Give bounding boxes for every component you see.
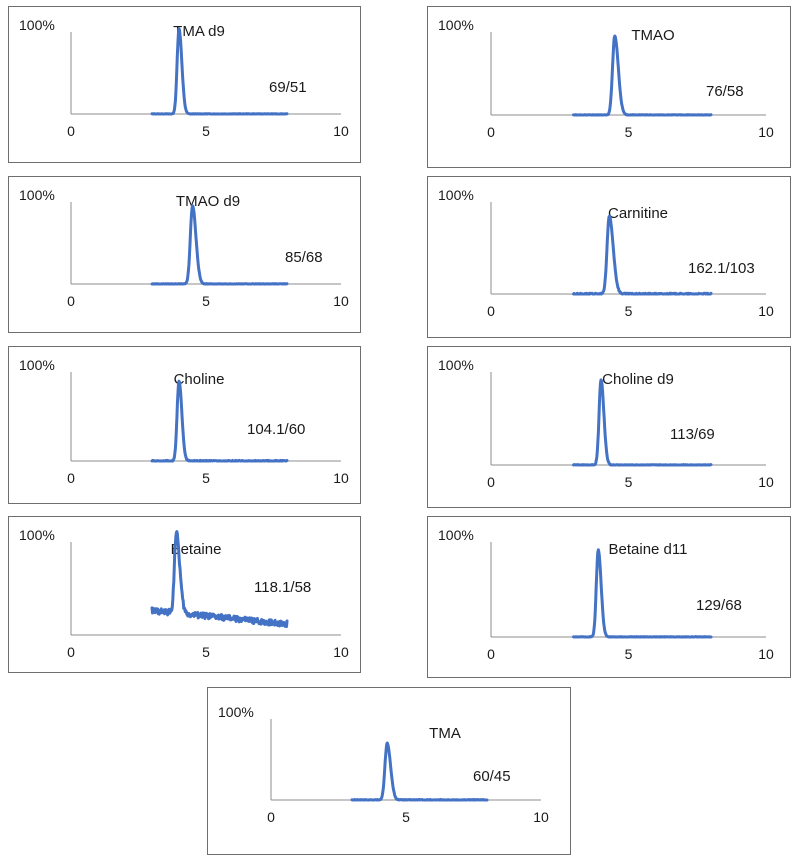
y-axis-label: 100%	[19, 17, 55, 33]
y-axis-label: 100%	[438, 187, 474, 203]
chromatogram-trace	[572, 548, 713, 639]
y-axis-label: 100%	[19, 357, 55, 373]
x-tick-label: 5	[625, 646, 633, 662]
x-tick-label: 5	[202, 123, 210, 139]
x-tick-label: 10	[333, 470, 349, 486]
chart-title: TMAO	[631, 27, 675, 44]
chromatogram-plot: 0 5 10	[487, 32, 774, 140]
x-tick-label: 10	[758, 303, 774, 319]
chromatogram-plot: 0 5 10	[67, 27, 349, 139]
mrm-transition-label: 69/51	[269, 79, 307, 96]
chromatogram-trace	[350, 741, 489, 802]
chromatogram-plot: 0 5 10	[67, 530, 349, 660]
chart-title: Betaine	[170, 541, 222, 558]
chromatogram-plot: 0 5 10	[487, 542, 774, 662]
chart-panel-betaine: 100% Betaine 118.1/58 0 5 10	[8, 516, 361, 673]
chromatogram-trace	[572, 214, 713, 296]
chromatogram-trace	[572, 378, 713, 467]
chart-panel-carnitine: 100% Carnitine 162.1/103 0 5 10	[427, 176, 791, 338]
chromatogram-trace	[150, 530, 289, 629]
mrm-transition-label: 129/68	[696, 597, 742, 614]
x-tick-label: 10	[333, 293, 349, 309]
chromatogram-trace	[150, 379, 289, 463]
x-tick-label: 5	[625, 303, 633, 319]
x-tick-label: 5	[402, 809, 410, 825]
y-axis-label: 100%	[438, 527, 474, 543]
chart-title: Choline	[173, 371, 225, 388]
chart-panel-choline-d9: 100% Choline d9 113/69 0 5 10	[427, 346, 791, 508]
x-tick-label: 0	[487, 303, 495, 319]
chromatogram-plot: 0 5 10	[67, 202, 349, 309]
mrm-transition-label: 104.1/60	[247, 421, 306, 438]
x-tick-label: 5	[202, 470, 210, 486]
mrm-transition-label: 60/45	[473, 768, 511, 785]
chart-panel-tma-d9: 100% TMA d9 69/51 0 5 10	[8, 6, 361, 163]
mrm-transition-label: 76/58	[706, 83, 744, 100]
x-tick-label: 5	[202, 644, 210, 660]
y-axis-label: 100%	[438, 357, 474, 373]
x-tick-label: 10	[333, 644, 349, 660]
chart-panel-choline: 100% Choline 104.1/60 0 5 10	[8, 346, 361, 504]
x-tick-label: 0	[67, 644, 75, 660]
x-tick-label: 0	[67, 470, 75, 486]
x-tick-label: 0	[67, 123, 75, 139]
x-tick-label: 0	[267, 809, 275, 825]
chart-title: Carnitine	[607, 205, 669, 222]
x-tick-label: 5	[625, 124, 633, 140]
x-tick-label: 5	[202, 293, 210, 309]
x-tick-label: 10	[333, 123, 349, 139]
chromatogram-trace	[572, 34, 713, 117]
chart-title: TMA d9	[173, 23, 225, 40]
y-axis-label: 100%	[218, 704, 254, 720]
mrm-transition-label: 85/68	[285, 249, 323, 266]
x-tick-label: 10	[758, 646, 774, 662]
chart-title: TMA	[429, 725, 461, 742]
chromatogram-plot: 0 5 10	[487, 372, 774, 490]
x-tick-label: 0	[487, 124, 495, 140]
y-axis-label: 100%	[19, 527, 55, 543]
chromatogram-plot: 0 5 10	[67, 372, 349, 486]
x-tick-label: 10	[758, 474, 774, 490]
y-axis-label: 100%	[19, 187, 55, 203]
chromatogram-plot: 0 5 10	[267, 719, 549, 825]
x-tick-label: 10	[758, 124, 774, 140]
chart-panel-tmao: 100% TMAO 76/58 0 5 10	[427, 6, 791, 168]
x-tick-label: 0	[487, 474, 495, 490]
x-tick-label: 10	[533, 809, 549, 825]
chromatogram-trace	[150, 27, 289, 116]
chart-panel-tmao-d9: 100% TMAO d9 85/68 0 5 10	[8, 176, 361, 333]
x-tick-label: 5	[625, 474, 633, 490]
mrm-transition-label: 113/69	[670, 426, 715, 443]
x-tick-label: 0	[67, 293, 75, 309]
mrm-transition-label: 118.1/58	[254, 579, 312, 596]
y-axis-label: 100%	[438, 17, 474, 33]
x-tick-label: 0	[487, 646, 495, 662]
chart-panel-tma: 100% TMA 60/45 0 5 10	[207, 687, 571, 855]
chart-title: Betaine d11	[608, 541, 688, 558]
chart-title: Choline d9	[602, 371, 674, 388]
chart-panel-betaine-d11: 100% Betaine d11 129/68 0 5 10	[427, 516, 791, 678]
chromatogram-plot: 0 5 10	[487, 202, 774, 319]
mrm-transition-label: 162.1/103	[688, 260, 755, 277]
chromatogram-trace	[150, 204, 289, 286]
